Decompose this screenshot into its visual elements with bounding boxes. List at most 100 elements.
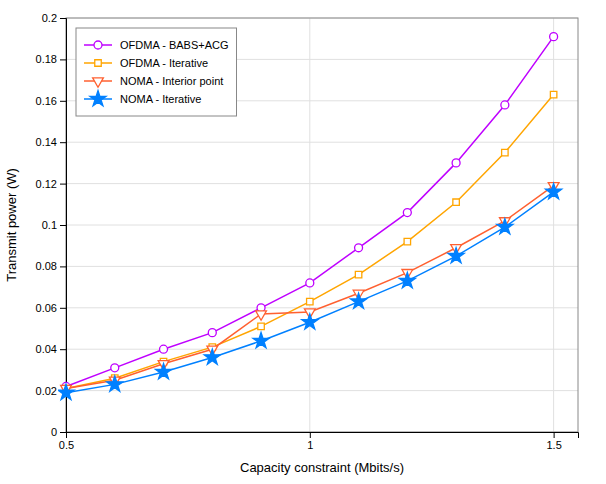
tick-label: 0.5 (59, 439, 74, 451)
legend: OFDMA - BABS+ACG OFDMA - Iterative NOMA - … (76, 28, 237, 116)
marker (399, 272, 415, 287)
series-line (66, 186, 554, 389)
series (61, 183, 559, 395)
marker (351, 293, 367, 308)
legend-label: NOMA - Iterative (120, 93, 201, 105)
tick-mark (60, 142, 66, 143)
grid-line-y (66, 142, 578, 143)
marker (258, 323, 264, 329)
series (58, 183, 562, 399)
legend-item: OFDMA - BABS+ACG (84, 39, 229, 51)
tick-mark (60, 349, 66, 350)
marker (208, 329, 216, 337)
tick-mark (60, 101, 66, 102)
marker (502, 149, 508, 155)
tick-label: 0.14 (36, 136, 57, 148)
series-line (66, 192, 554, 393)
marker (355, 244, 363, 252)
tick: 0.16 (36, 95, 66, 107)
marker (160, 345, 168, 353)
tick-label: 0.02 (36, 385, 57, 397)
tick: 0.12 (36, 178, 66, 190)
tick-label: 0.04 (36, 343, 57, 355)
series (63, 91, 557, 391)
tick-mark (60, 308, 66, 309)
tick: 0 (51, 426, 66, 438)
grid (66, 18, 578, 432)
tick-label: 0.12 (36, 178, 57, 190)
marker (204, 349, 220, 364)
legend-label: NOMA - Interior point (120, 75, 223, 87)
legend-label: OFDMA - Iterative (120, 57, 208, 69)
plot: 0.511.500.020.040.060.080.10.120.140.160… (36, 12, 579, 451)
tick-mark (554, 432, 555, 438)
tick-label: 0.06 (36, 302, 57, 314)
marker (404, 238, 410, 244)
legend-marker (95, 60, 101, 66)
tick: 0.1 (42, 219, 66, 231)
marker (58, 384, 74, 399)
tick-label: 0.1 (42, 219, 57, 231)
marker (253, 332, 269, 347)
legend-item: OFDMA - Iterative (84, 57, 208, 69)
marker (307, 298, 313, 304)
axis-line (67, 433, 579, 439)
tick-label: 0 (51, 426, 57, 438)
tick: 0.08 (36, 260, 66, 272)
tick-label: 0.16 (36, 95, 57, 107)
tick: 0.04 (36, 343, 66, 355)
legend-box (76, 28, 237, 116)
tick: 0.06 (36, 302, 66, 314)
tick-label: 1 (307, 439, 313, 451)
tick-label: 0.18 (36, 53, 57, 65)
tick: 1.5 (546, 432, 561, 451)
grid-line-y (66, 390, 578, 391)
legend-marker (90, 91, 106, 106)
legend-item: NOMA - Iterative (84, 91, 201, 106)
marker (452, 159, 460, 167)
marker (355, 271, 361, 277)
marker (448, 248, 464, 263)
tick: 0.14 (36, 136, 66, 148)
legend-label: OFDMA - BABS+ACG (120, 39, 229, 51)
marker (453, 199, 459, 205)
y-axis: 0 0.02 0.04 0.06 0.08 0.1 0.12 0.14 0.16 0.18 0.2 (36, 12, 67, 438)
marker (306, 279, 314, 287)
legend-marker (93, 78, 104, 87)
tick: 0.18 (36, 53, 66, 65)
marker (546, 183, 562, 198)
series (62, 33, 558, 391)
chart: 0.511.500.020.040.060.080.10.120.140.160… (0, 0, 606, 484)
tick-mark (60, 432, 66, 433)
tick: 0.2 (42, 12, 66, 24)
x-axis-title: Capacity constraint (Mbits/s) (240, 460, 404, 475)
tick-label: 0.08 (36, 260, 57, 272)
marker (550, 91, 556, 97)
marker (111, 364, 119, 372)
marker (403, 209, 411, 217)
marker (256, 311, 267, 320)
tick-mark (60, 59, 66, 60)
tick-mark (60, 266, 66, 267)
tick: 0.5 (59, 432, 74, 451)
grid-line-y (66, 349, 578, 350)
tick-label: 1.5 (546, 439, 561, 451)
tick-mark (310, 432, 311, 438)
marker (155, 364, 171, 379)
legend-marker (94, 41, 102, 49)
plot-frame (66, 18, 578, 432)
tick-mark (60, 225, 66, 226)
tick-label: 0.2 (42, 12, 57, 24)
legend-item: NOMA - Interior point (84, 75, 223, 87)
tick-mark (60, 18, 66, 19)
axis-line (60, 19, 67, 433)
grid-line-y (66, 266, 578, 267)
tick-mark (60, 184, 66, 185)
tick: 1 (307, 432, 313, 451)
y-axis-title: Transmit power (W) (4, 168, 19, 282)
marker (550, 33, 558, 41)
marker (501, 101, 509, 109)
grid-line-y (66, 183, 578, 184)
marker (107, 376, 123, 391)
x-axis: 0.5 1 1.5 (59, 432, 579, 451)
